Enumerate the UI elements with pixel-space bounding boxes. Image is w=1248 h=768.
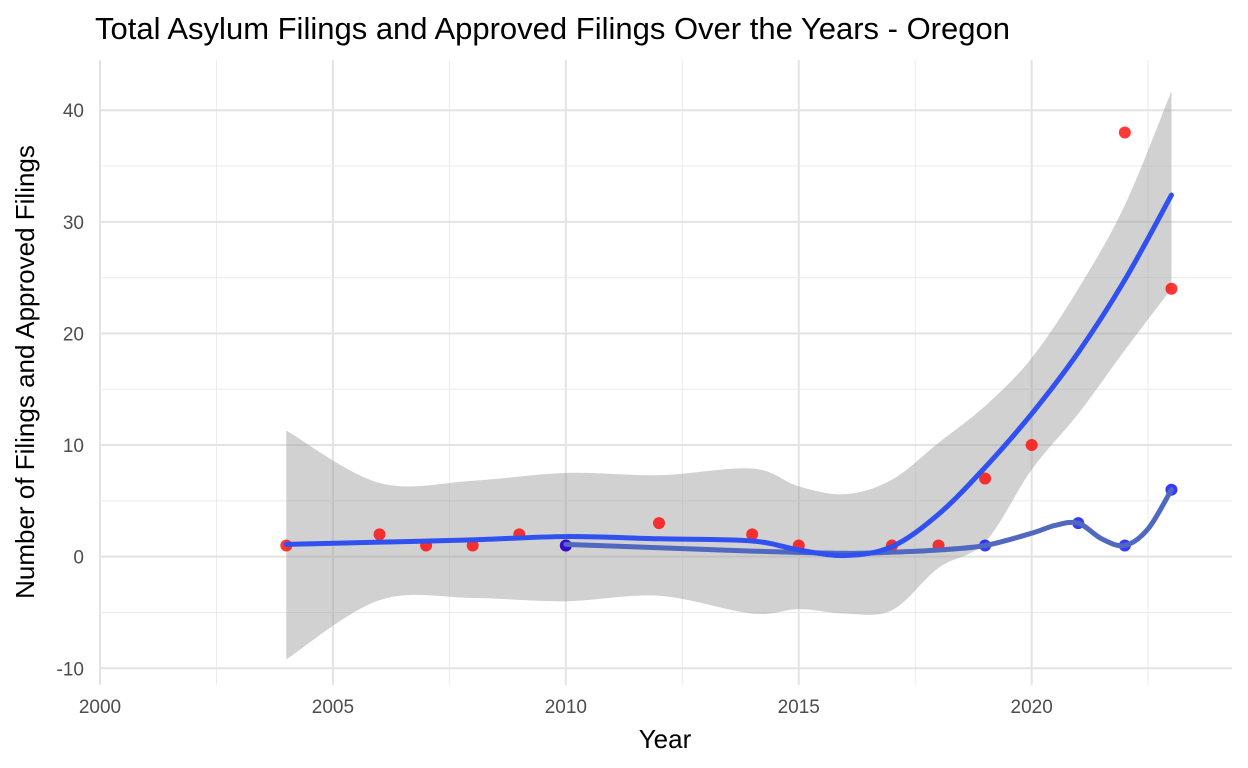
total-filings-point: [653, 517, 666, 530]
grid: [99, 60, 1232, 685]
chart-title: Total Asylum Filings and Approved Filing…: [95, 11, 1010, 46]
x-axis-title: Year: [639, 724, 692, 754]
x-tick-label: 2005: [312, 697, 354, 718]
y-tick-label: 0: [73, 548, 84, 569]
total-filings-point: [466, 539, 479, 552]
y-tick-label: 30: [63, 213, 84, 234]
x-tick-label: 2015: [778, 697, 820, 718]
y-tick-label: 10: [63, 436, 84, 457]
confidence-ribbon-layer: [286, 91, 1172, 660]
y-tick-label: 40: [63, 101, 84, 122]
total-filings-point: [979, 472, 992, 485]
y-tick-label: -10: [57, 659, 84, 680]
y-tick-label: 20: [63, 324, 84, 345]
y-axis-title: Number of Filings and Approved Filings: [10, 145, 40, 599]
approved-smooth-line: [563, 487, 1174, 556]
x-tick-label: 2020: [1011, 697, 1053, 718]
total-smooth-line: [283, 192, 1174, 559]
smooth-lines-layer: [283, 192, 1174, 559]
total-filings-point: [1118, 126, 1131, 139]
x-tick-label: 2000: [79, 697, 121, 718]
x-tick-label: 2010: [545, 697, 587, 718]
total-filings-point: [373, 528, 386, 541]
total-filings-point: [746, 528, 759, 541]
total-filings-point: [1165, 282, 1178, 295]
tick-labels: 2000 2005 2010 2015 2020 -10 0 10 20 30 40: [57, 101, 1053, 718]
confidence-ribbon: [286, 91, 1172, 660]
total-filings-point: [1025, 439, 1038, 452]
